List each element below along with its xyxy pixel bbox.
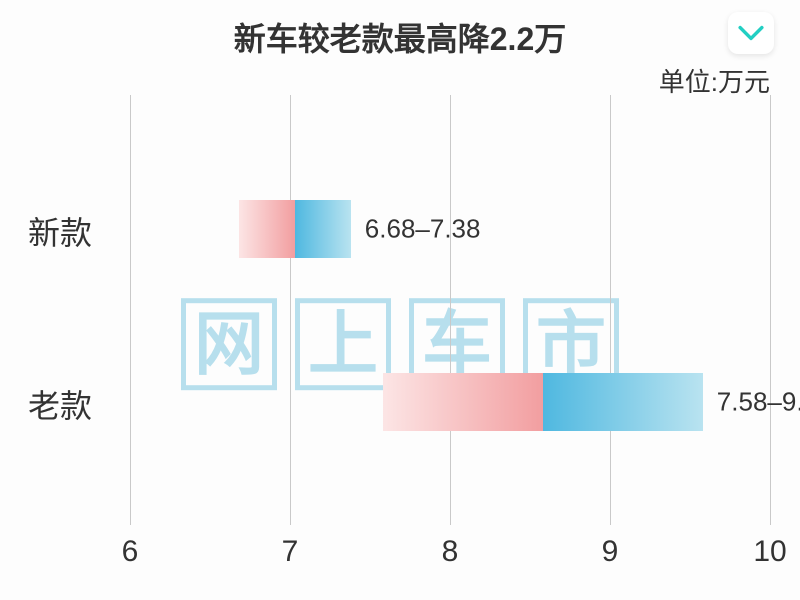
expand-button[interactable]	[728, 12, 774, 54]
unit-label: 单位:万元	[659, 62, 770, 99]
gridline	[770, 95, 771, 525]
y-axis-label-old: 老款	[0, 381, 120, 427]
x-axis-tick-label: 6	[122, 535, 139, 569]
gridline	[450, 95, 451, 525]
bar-segment-blue	[543, 373, 703, 431]
x-axis-tick-label: 7	[282, 535, 299, 569]
x-axis-tick-label: 9	[602, 535, 619, 569]
price-range-bar: 7.58–9.58	[383, 373, 703, 431]
bar-range-label: 6.68–7.38	[365, 214, 481, 245]
y-axis-label-new: 新款	[0, 208, 120, 254]
bar-segment-pink	[383, 373, 543, 431]
chart-header: 新车较老款最高降2.2万	[0, 0, 800, 70]
gridline	[130, 95, 131, 525]
bar-range-label: 7.58–9.58	[717, 387, 800, 418]
gridline	[610, 95, 611, 525]
price-range-chart: 网 上 车 市 新款 老款 6789106.68–7.387.58–9.58	[0, 95, 800, 575]
x-axis-tick-label: 10	[753, 535, 786, 569]
bar-segment-pink	[239, 200, 295, 258]
x-axis-tick-label: 8	[442, 535, 459, 569]
bar-segment-blue	[295, 200, 351, 258]
price-range-bar: 6.68–7.38	[239, 200, 351, 258]
plot-area: 6789106.68–7.387.58–9.58	[130, 95, 770, 525]
gridline	[290, 95, 291, 525]
chevron-down-icon	[738, 24, 764, 42]
chart-title: 新车较老款最高降2.2万	[234, 14, 567, 60]
